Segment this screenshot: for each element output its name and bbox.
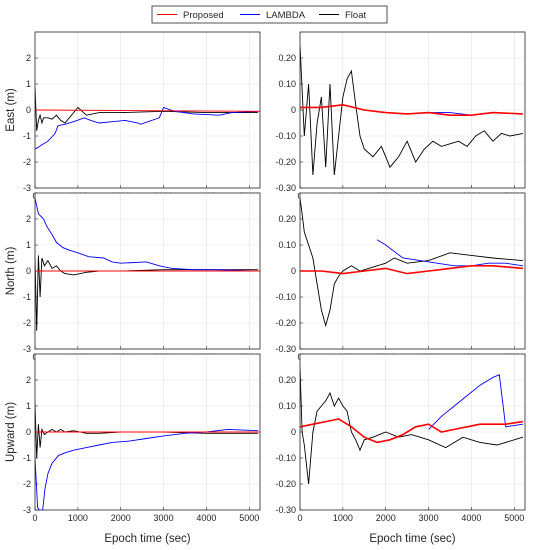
x-tick-label: 5000 — [239, 513, 259, 523]
panel-east-zoom: 010002000300040005000-0.30-0.20-0.1000.1… — [275, 31, 526, 201]
plot-frame — [299, 192, 526, 350]
axis-labels: Epoch time (sec) Epoch time (sec) — [104, 533, 455, 545]
y-tick-label: -1 — [23, 131, 31, 141]
y-tick-label: 0 — [291, 266, 296, 276]
y-tick-label: 1 — [26, 240, 31, 250]
x-axis-label: Epoch time (sec) — [104, 533, 190, 545]
x-tick-label: 0 — [297, 513, 302, 523]
y-tick-label: -0.20 — [275, 318, 296, 328]
legend-label-float: Float — [345, 10, 366, 21]
y-tick-label: 0 — [26, 427, 31, 437]
series-lambda — [35, 428, 258, 510]
y-tick-label: -0.10 — [275, 131, 296, 141]
y-axis-label: East (m) — [5, 88, 17, 132]
x-tick-label: 0 — [32, 513, 37, 523]
x-tick-label: 4000 — [461, 513, 481, 523]
series-proposed — [300, 103, 523, 116]
y-tick-label: 0 — [291, 427, 296, 437]
series-float — [35, 86, 258, 131]
y-tick-label: 0 — [26, 105, 31, 115]
legend-box — [151, 5, 388, 24]
y-tick-label: 0.10 — [278, 79, 296, 89]
y-tick-label: -0.30 — [275, 344, 296, 354]
y-tick-label: 0.20 — [278, 53, 296, 63]
y-tick-label: 2 — [26, 375, 31, 385]
y-tick-label: -0.20 — [275, 479, 296, 489]
series-proposed — [300, 264, 523, 275]
y-tick-label: -1 — [23, 453, 31, 463]
series-float — [300, 44, 523, 176]
y-tick-label: 0.10 — [278, 401, 296, 411]
y-tick-label: -3 — [23, 183, 31, 193]
series-float — [300, 366, 524, 485]
y-tick-label: -1 — [23, 292, 31, 302]
y-tick-label: -0.10 — [275, 292, 296, 302]
plot-frame — [34, 353, 261, 511]
x-tick-label: 2000 — [111, 513, 131, 523]
legend: Proposed LAMBDA Float — [151, 5, 388, 24]
x-tick-label: 5000 — [504, 513, 524, 523]
series-lambda — [35, 198, 258, 272]
legend-label-proposed: Proposed — [183, 10, 224, 21]
x-tick-label: 4000 — [196, 513, 216, 523]
y-tick-label: -2 — [23, 157, 31, 167]
x-tick-label: 3000 — [419, 513, 439, 523]
y-tick-label: -0.20 — [275, 157, 296, 167]
legend-label-lambda: LAMBDA — [266, 10, 306, 21]
series-lambda — [376, 239, 523, 267]
series-proposed — [300, 418, 524, 444]
panel-north-zoom: 010002000300040005000-0.30-0.20-0.1000.1… — [275, 192, 526, 362]
y-tick-label: -0.30 — [275, 505, 296, 515]
plot-frame — [299, 31, 526, 189]
y-tick-label: -3 — [23, 505, 31, 515]
x-tick-label: 1000 — [68, 513, 88, 523]
x-tick-label: 2000 — [376, 513, 396, 523]
series-proposed — [35, 109, 260, 112]
plot-frame — [34, 31, 261, 189]
y-axis-label: North (m) — [5, 247, 17, 296]
y-tick-label: -2 — [23, 318, 31, 328]
y-tick-label: 0.10 — [278, 240, 296, 250]
y-tick-label: 0.20 — [278, 214, 296, 224]
y-tick-label: 0 — [26, 266, 31, 276]
y-tick-label: 1 — [26, 401, 31, 411]
panel-up-zoom: 0 1000 2000 3000 4000 5000 -0.30 -0.20 -0.10 0 0.1… — [275, 353, 526, 523]
y-axis-label: Upward (m) — [5, 402, 17, 462]
y-tick-label: 2 — [26, 53, 31, 63]
panel-up-full: 0 1000 2000 3000 4000 5000 -3 -2 -1 0 1 2 Upward (m) — [5, 353, 261, 523]
x-axis-label: Epoch time (sec) — [369, 533, 455, 545]
y-tick-label: -2 — [23, 479, 31, 489]
series-float — [300, 198, 523, 328]
y-tick-label: -0.10 — [275, 453, 296, 463]
y-tick-label: 0.20 — [278, 375, 296, 385]
series-lambda — [35, 106, 258, 150]
y-tick-label: 0 — [291, 105, 296, 115]
x-tick-label: 1000 — [333, 513, 353, 523]
plot-frame — [34, 192, 261, 350]
x-tick-label: 3000 — [154, 513, 174, 523]
series-lambda — [428, 374, 523, 430]
y-tick-label: -0.30 — [275, 183, 296, 193]
plot-frame — [299, 353, 526, 511]
y-tick-label: -3 — [23, 344, 31, 354]
y-tick-label: 2 — [26, 214, 31, 224]
y-tick-label: 1 — [26, 79, 31, 89]
